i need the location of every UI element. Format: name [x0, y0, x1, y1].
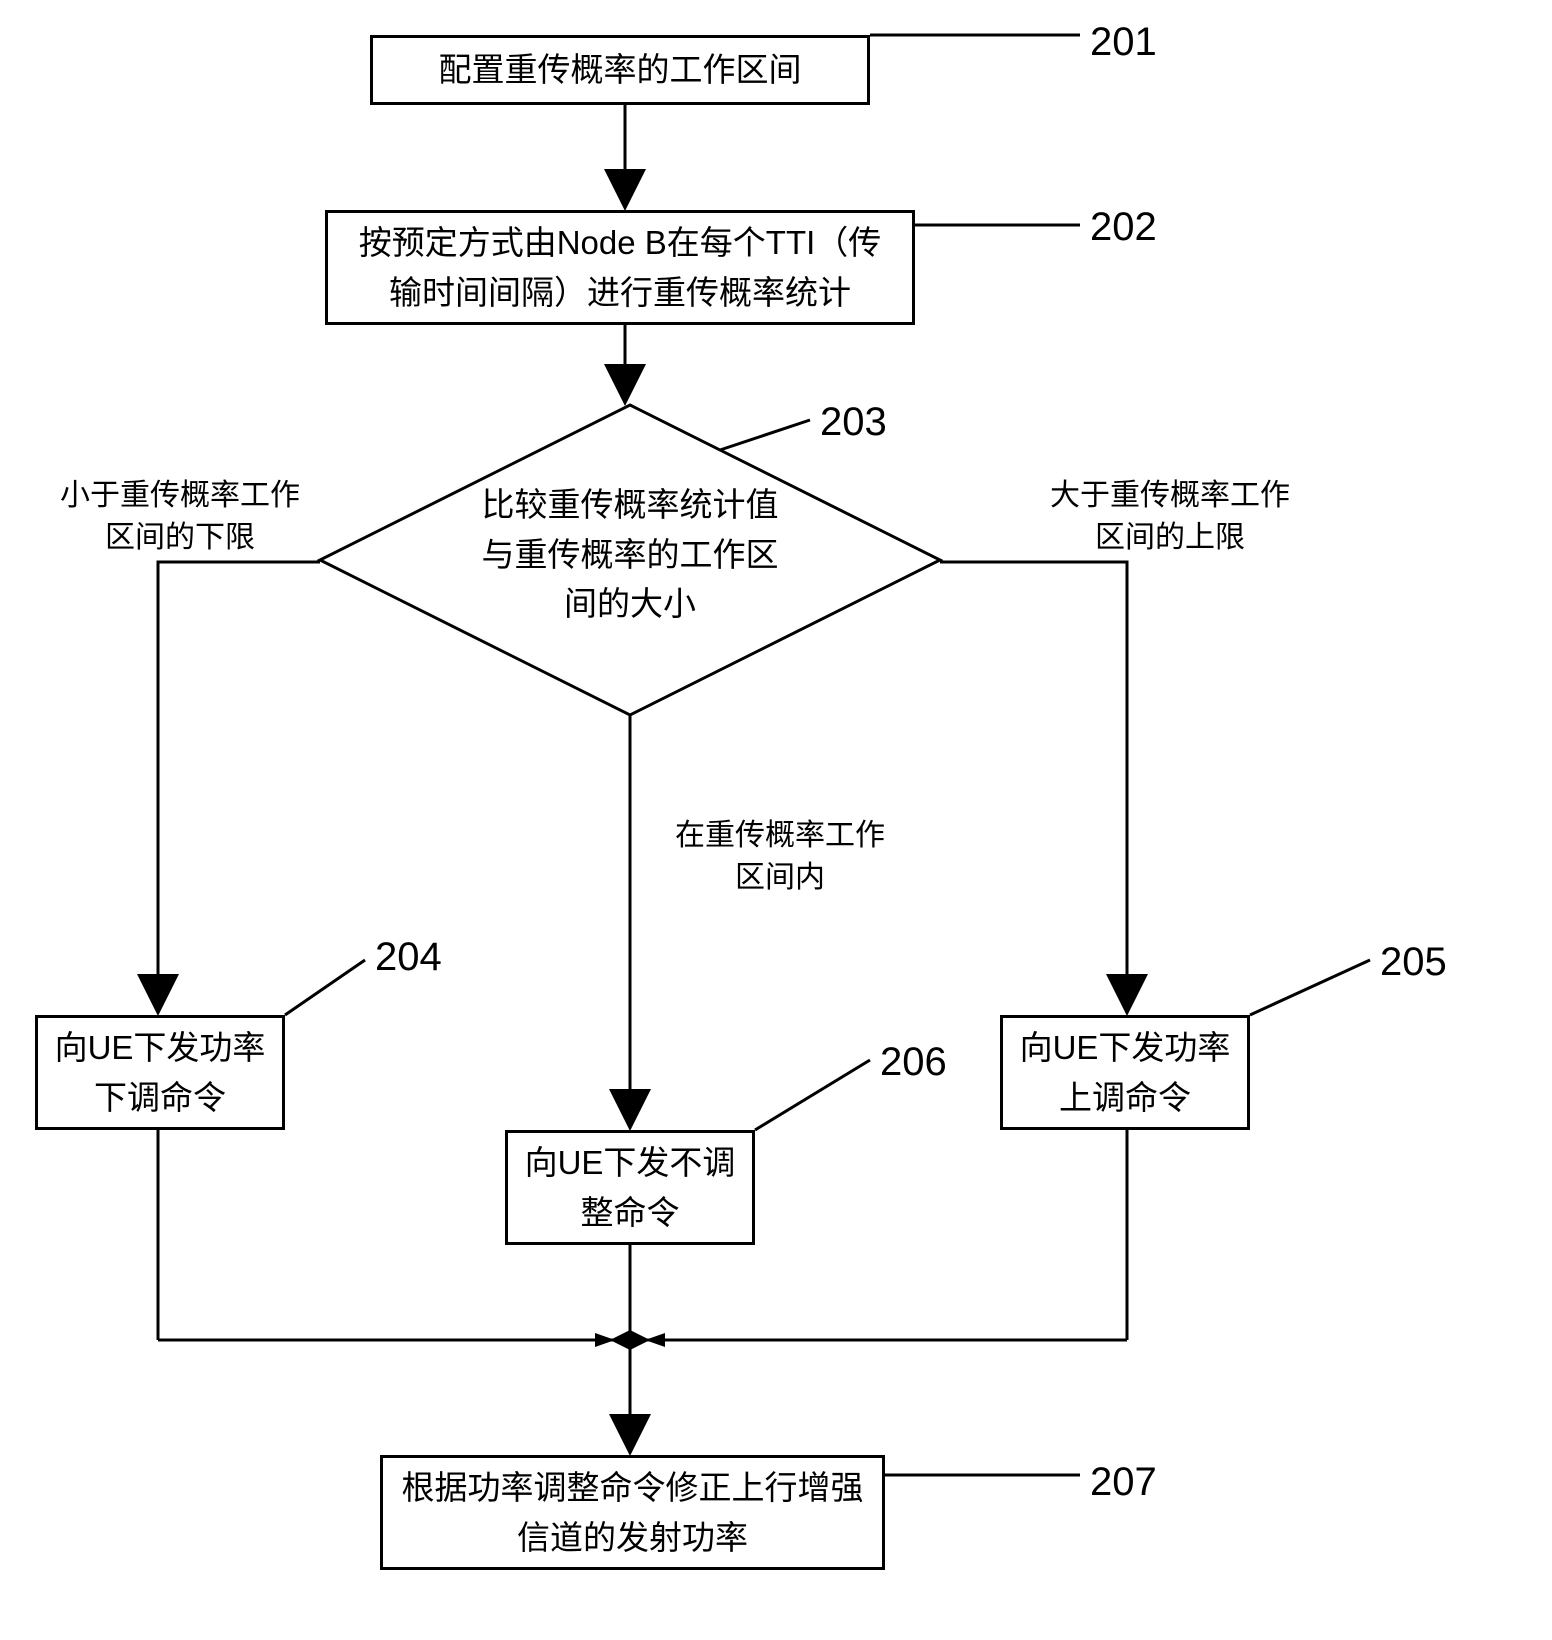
label-connector-203: [720, 420, 810, 450]
node-207-text: 根据功率调整命令修正上行增强信道的发射功率: [399, 1463, 866, 1562]
label-202: 202: [1090, 205, 1157, 250]
merge-arrow-left2: [595, 1333, 615, 1347]
label-connector-205: [1250, 960, 1370, 1015]
label-connector-206: [755, 1060, 870, 1130]
edge-label-left: 小于重传概率工作区间的下限: [60, 475, 300, 559]
label-206: 206: [880, 1040, 947, 1085]
merge-arrow-right2: [645, 1333, 665, 1347]
label-connector-204: [285, 960, 365, 1015]
label-207: 207: [1090, 1460, 1157, 1505]
label-204: 204: [375, 935, 442, 980]
edge-label-right: 大于重传概率工作区间的上限: [1050, 475, 1290, 559]
node-201-text: 配置重传概率的工作区间: [439, 45, 802, 95]
node-203-text: 比较重传概率统计值与重传概率的工作区间的大小: [470, 480, 790, 629]
edge-203-205: [940, 562, 1127, 1010]
edge-203-204: [158, 562, 320, 1010]
edge-label-middle: 在重传概率工作区间内: [665, 815, 895, 899]
node-205-text: 向UE下发功率上调命令: [1019, 1023, 1231, 1122]
node-204: 向UE下发功率下调命令: [35, 1015, 285, 1130]
node-201: 配置重传概率的工作区间: [370, 35, 870, 105]
node-207: 根据功率调整命令修正上行增强信道的发射功率: [380, 1455, 885, 1570]
node-206-text: 向UE下发不调整命令: [524, 1138, 736, 1237]
node-205: 向UE下发功率上调命令: [1000, 1015, 1250, 1130]
node-206: 向UE下发不调整命令: [505, 1130, 755, 1245]
label-201: 201: [1090, 20, 1157, 65]
node-202: 按预定方式由Node B在每个TTI（传输时间间隔）进行重传概率统计: [325, 210, 915, 325]
label-205: 205: [1380, 940, 1447, 985]
node-204-text: 向UE下发功率下调命令: [54, 1023, 266, 1122]
node-202-text: 按预定方式由Node B在每个TTI（传输时间间隔）进行重传概率统计: [344, 218, 896, 317]
label-203: 203: [820, 400, 887, 445]
